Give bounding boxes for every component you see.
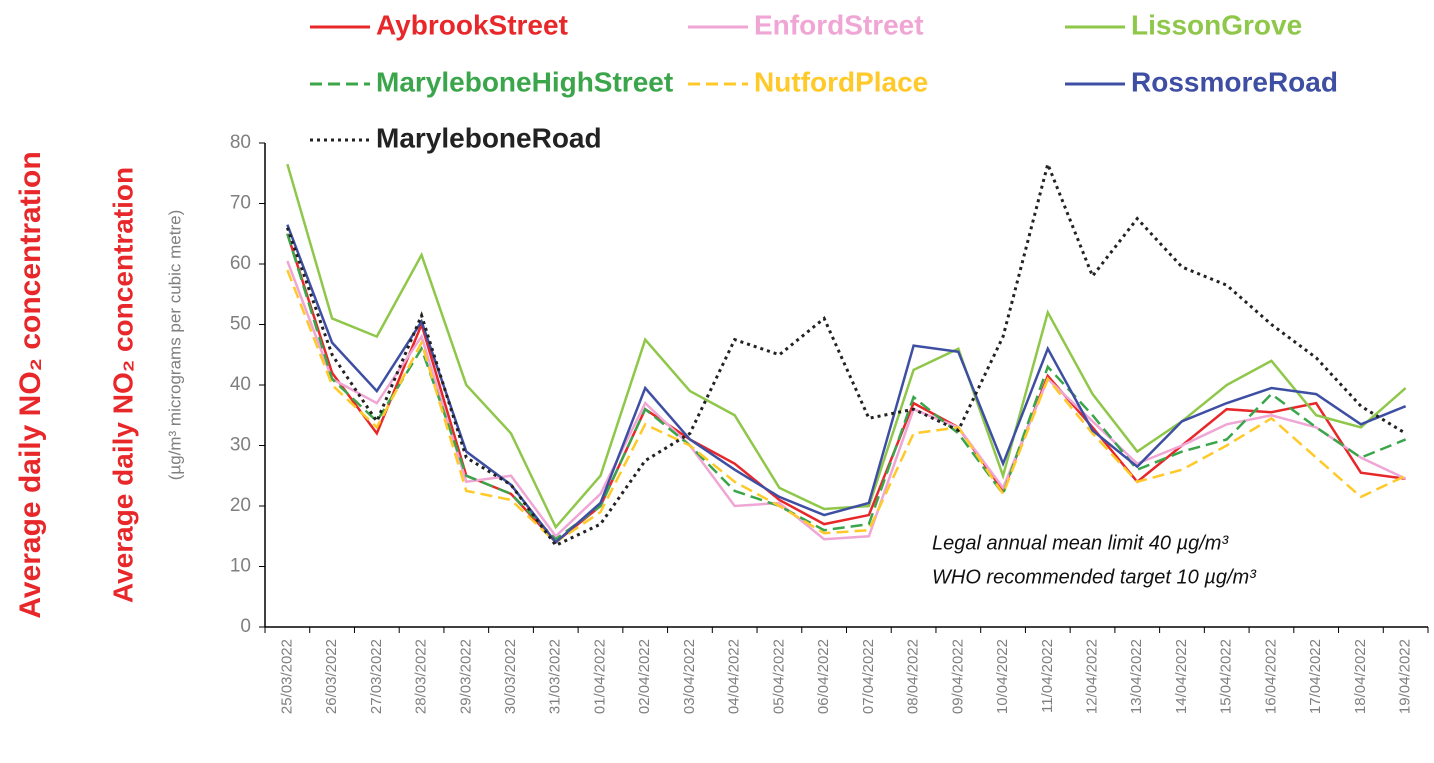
y-axis-units: (µg/m³ micrograms per cubic metre) [165, 210, 184, 481]
x-tick-label: 04/04/2022 [726, 639, 743, 714]
legend-label: MaryleboneHighStreet [376, 66, 673, 97]
y-tick-label: 60 [230, 253, 251, 274]
legend-label: AybrookStreet [376, 9, 568, 40]
x-tick-label: 17/04/2022 [1307, 639, 1324, 714]
x-tick-label: 06/04/2022 [815, 639, 832, 714]
x-tick-label: 16/04/2022 [1262, 639, 1279, 714]
x-tick-label: 30/03/2022 [502, 639, 519, 714]
y-tick-label: 40 [230, 374, 251, 395]
series-line [286, 233, 1406, 545]
x-tick-label: 19/04/2022 [1397, 639, 1414, 714]
series-line [286, 163, 1407, 530]
y-axis-label-outer: Average daily NO₂ concentration [14, 151, 47, 618]
y-tick-label: 30 [230, 435, 251, 456]
y-tick-label: 70 [230, 193, 251, 214]
series-line [286, 233, 1407, 541]
x-tick-label: 01/04/2022 [591, 639, 608, 714]
legend-label: MaryleboneRoad [376, 122, 602, 153]
legend-label: RossmoreRoad [1131, 66, 1338, 97]
y-tick-label: 20 [230, 495, 251, 516]
x-tick-label: 28/03/2022 [413, 639, 430, 714]
series-line [285, 159, 1407, 548]
x-tick-label: 25/03/2022 [278, 639, 295, 714]
x-tick-label: 15/04/2022 [1218, 639, 1235, 714]
x-tick-label: 09/04/2022 [949, 639, 966, 714]
x-tick-label: 05/04/2022 [770, 639, 787, 714]
y-tick-label: 10 [230, 556, 251, 577]
series-line [286, 269, 1407, 544]
series-line [286, 260, 1407, 541]
x-tick-label: 07/04/2022 [860, 639, 877, 714]
legend-label: LissonGrove [1131, 9, 1302, 40]
x-tick-label: 11/04/2022 [1039, 639, 1056, 713]
x-tick-label: 26/03/2022 [323, 639, 340, 714]
x-tick-label: 27/03/2022 [368, 639, 385, 714]
x-tick-label: 31/03/2022 [547, 639, 564, 714]
x-tick-label: 12/04/2022 [1083, 639, 1100, 714]
annotation: Legal annual mean limit 40 µg/m³ [932, 532, 1229, 554]
x-tick-label: 10/04/2022 [994, 639, 1011, 714]
x-tick-label: 18/04/2022 [1352, 639, 1369, 714]
x-tick-label: 13/04/2022 [1128, 639, 1145, 714]
x-tick-label: 02/04/2022 [636, 639, 653, 714]
x-tick-label: 29/03/2022 [457, 639, 474, 714]
y-axis-label: Average daily NO₂ concentration [107, 167, 138, 603]
annotation: WHO recommended target 10 µg/m³ [932, 566, 1257, 588]
x-tick-label: 08/04/2022 [905, 639, 922, 714]
legend-label: NutfordPlace [754, 66, 928, 97]
x-tick-label: 03/04/2022 [681, 639, 698, 714]
legend-label: EnfordStreet [754, 9, 924, 40]
x-tick-label: 14/04/2022 [1173, 639, 1190, 714]
y-tick-label: 0 [240, 616, 251, 637]
y-tick-label: 80 [230, 132, 251, 153]
series-line [286, 224, 1407, 545]
y-tick-label: 50 [230, 314, 251, 335]
